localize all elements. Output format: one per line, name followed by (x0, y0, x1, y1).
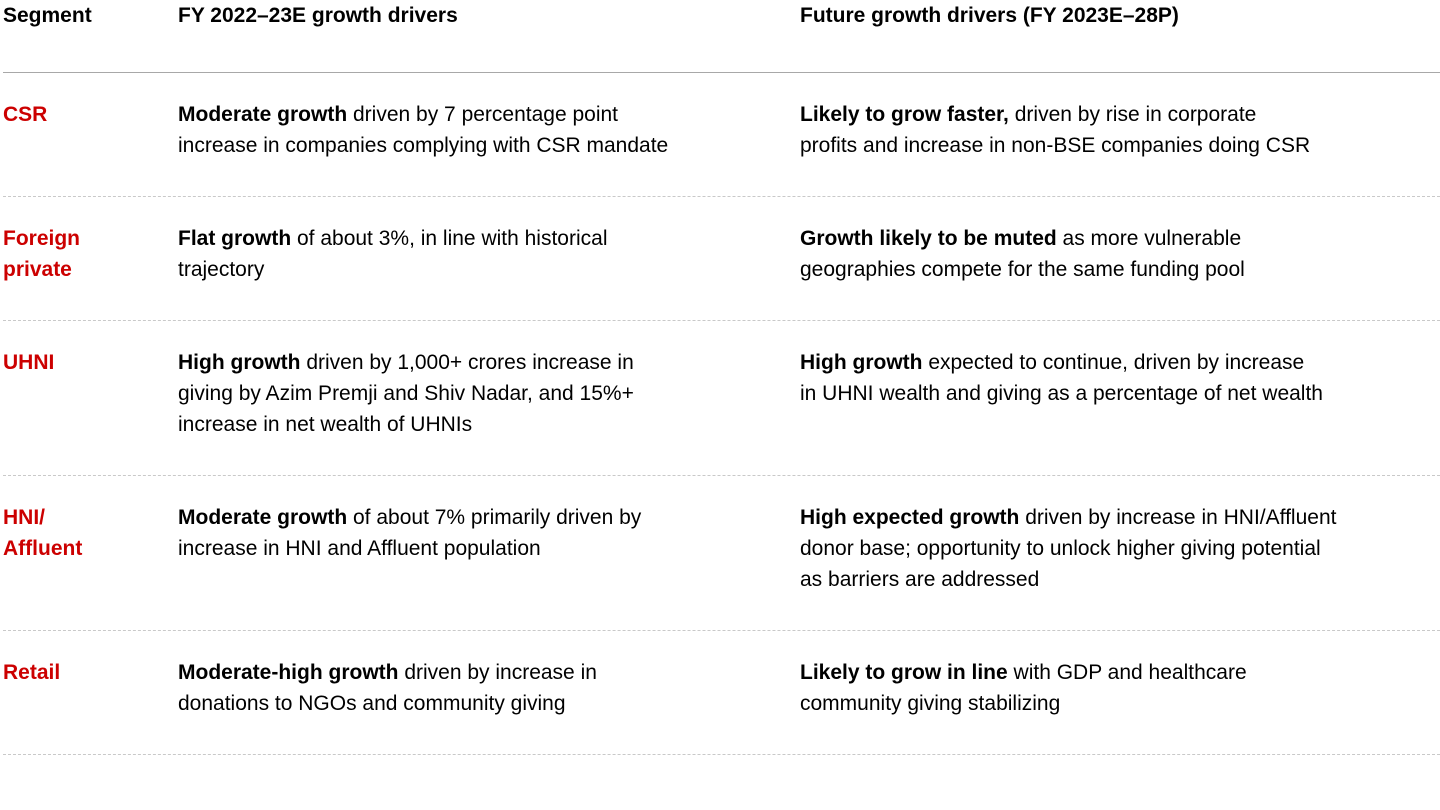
segment-label: CSR (3, 103, 48, 126)
header-current-drivers: FY 2022–23E growth drivers (178, 4, 458, 27)
table-row: Foreign private Flat growth of about 3%,… (3, 197, 1440, 321)
current-drivers-cell: Moderate growth of about 7% primarily dr… (178, 502, 800, 595)
table-header-row: Segment FY 2022–23E growth drivers Futur… (3, 0, 1440, 73)
drivers-text: as more vulnerable geographies compete f… (800, 227, 1245, 281)
drivers-lead: High expected growth (800, 506, 1020, 529)
footnotes-block: Notes: CSR = corporate social responsibi… (3, 802, 1440, 810)
drivers-lead: Flat growth (178, 227, 292, 250)
table-row: HNI/ Affluent Moderate growth of about 7… (3, 476, 1440, 631)
table-row: Retail Moderate-high growth driven by in… (3, 631, 1440, 755)
segment-label: Retail (3, 661, 61, 684)
drivers-lead: Moderate growth (178, 103, 348, 126)
drivers-lead: Likely to grow in line (800, 661, 1008, 684)
current-drivers-cell: Flat growth of about 3%, in line with hi… (178, 223, 800, 285)
current-drivers-cell: High growth driven by 1,000+ crores incr… (178, 347, 800, 440)
table-row: CSR Moderate growth driven by 7 percenta… (3, 73, 1440, 197)
drivers-text: driven by 7 percentage point increase in… (178, 103, 669, 157)
header-future-drivers: Future growth drivers (FY 2023E–28P) (800, 4, 1179, 27)
drivers-lead: Likely to grow faster, (800, 103, 1009, 126)
current-drivers-cell: Moderate growth driven by 7 percentage p… (178, 99, 800, 161)
drivers-text: of about 7% primarily driven by increase… (178, 506, 642, 560)
future-drivers-cell: Likely to grow faster, driven by rise in… (800, 99, 1440, 161)
drivers-text: driven by increase in HNI/Affluent donor… (800, 506, 1337, 591)
drivers-text: expected to continue, driven by increase… (800, 351, 1323, 405)
segment-label: UHNI (3, 351, 55, 374)
drivers-lead: Moderate growth (178, 506, 348, 529)
drivers-lead: High growth (178, 351, 301, 374)
segment-label: Foreign private (3, 227, 80, 281)
drivers-text: with GDP and healthcare community giving… (800, 661, 1247, 715)
future-drivers-cell: Growth likely to be muted as more vulner… (800, 223, 1440, 285)
drivers-text: driven by rise in corporate profits and … (800, 103, 1311, 157)
future-drivers-cell: Likely to grow in line with GDP and heal… (800, 657, 1440, 719)
header-segment: Segment (3, 4, 92, 27)
drivers-text: driven by 1,000+ crores increase in givi… (178, 351, 634, 436)
drivers-lead: Growth likely to be muted (800, 227, 1057, 250)
segment-label: HNI/ Affluent (3, 506, 83, 560)
drivers-lead: Moderate-high growth (178, 661, 399, 684)
drivers-text: of about 3%, in line with historical tra… (178, 227, 608, 281)
drivers-lead: High growth (800, 351, 923, 374)
table-row: UHNI High growth driven by 1,000+ crores… (3, 321, 1440, 476)
future-drivers-cell: High growth expected to continue, driven… (800, 347, 1440, 440)
drivers-text: driven by increase in donations to NGOs … (178, 661, 597, 715)
current-drivers-cell: Moderate-high growth driven by increase … (178, 657, 800, 719)
future-drivers-cell: High expected growth driven by increase … (800, 502, 1440, 595)
